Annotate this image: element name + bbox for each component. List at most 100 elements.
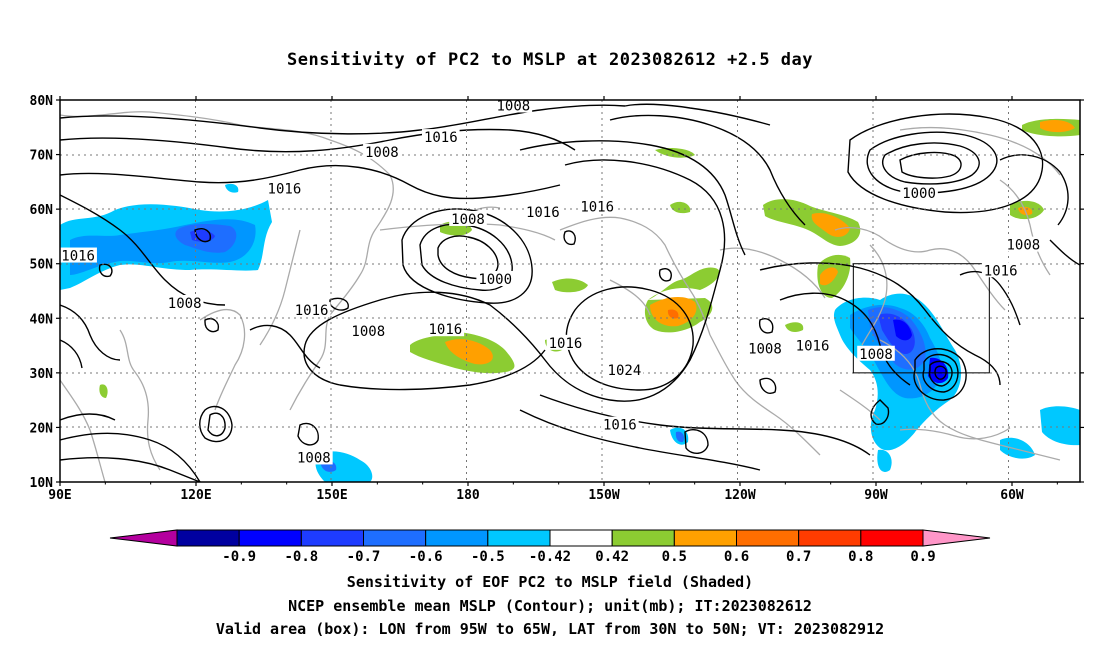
contour-label-bg [449, 210, 487, 226]
contour-label-bg [292, 302, 331, 318]
lon-label: 120W [724, 488, 755, 503]
colorbar-box [300, 529, 365, 547]
lat-label: 60N [30, 203, 54, 218]
contour-label-bg [793, 337, 832, 353]
contour-label: 1000 [478, 272, 512, 288]
contour-label-bg [605, 362, 644, 378]
contour-labels: 1008 1016 1016 1008 1000 1016 1008 1016 1016 1000… [59, 97, 1043, 466]
colorbar-box [798, 529, 862, 547]
caption-line-1: Sensitivity of EOF PC2 to MSLP field (Sh… [346, 573, 754, 591]
colorbar-tick-label: 0.5 [662, 549, 687, 565]
contour-label: 1008 [451, 212, 485, 228]
contour-label-bg [349, 322, 388, 338]
contour-label-bg [981, 262, 1020, 278]
contour-label: 1008 [859, 347, 893, 363]
colorbar-tick-label: -0.42 [529, 549, 571, 565]
lat-label: 20N [30, 421, 54, 436]
contour-label-bg [601, 416, 639, 432]
lon-label: 90E [48, 488, 71, 503]
contour-label: 1008 [351, 324, 385, 340]
contour-label: 1016 [549, 336, 583, 352]
contour-label: 1016 [424, 130, 458, 146]
colorbar-tick-label: 0.42 [595, 549, 629, 565]
contour-label-bg [546, 334, 585, 350]
valid-area-box [852, 263, 990, 374]
colorbar-tick-label: -0.5 [471, 549, 505, 565]
lon-label: 60W [1000, 488, 1024, 503]
colorbar-box [487, 529, 551, 547]
positive-region-hudson [763, 199, 861, 246]
contour-label: 1024 [608, 363, 642, 379]
lat-label: 80N [30, 94, 54, 109]
lat-label: 10N [30, 476, 54, 491]
contour-label-bg [476, 270, 514, 286]
colorbar-tick-label: 0.8 [848, 549, 873, 565]
contour-label: 1008 [1006, 238, 1040, 254]
lat-label: 50N [30, 258, 54, 273]
colorbar-tick-label: 0.7 [786, 549, 811, 565]
contour-label: 1000 [902, 186, 936, 202]
contour-label-bg [494, 97, 533, 113]
contour-label: 1016 [295, 303, 329, 319]
contour-label-bg [746, 340, 784, 356]
colorbar-box [611, 529, 675, 547]
contour-label: 1008 [748, 341, 782, 357]
colorbar-box [425, 529, 489, 547]
colorbar-box [549, 529, 613, 547]
contour-label: 1016 [526, 205, 560, 221]
contour-label: 1008 [496, 98, 530, 114]
colorbar-box [176, 529, 240, 547]
contour-label: 1016 [61, 249, 95, 265]
contour-label-bg [900, 184, 938, 200]
lon-label: 120E [180, 488, 211, 503]
contour-label-bg [426, 321, 465, 337]
contour-label-bg [363, 143, 401, 159]
lon-label: 150E [316, 488, 347, 503]
colorbar-tick-label: -0.8 [284, 549, 318, 565]
lat-label: 40N [30, 312, 54, 327]
contour-label: 1016 [984, 263, 1018, 279]
colorbar-tick-label: -0.7 [347, 549, 381, 565]
lon-label: 150W [588, 488, 619, 503]
contour-label: 1016 [796, 339, 830, 355]
plot-frame [59, 99, 1081, 483]
contour-label-bg [59, 247, 97, 263]
caption-line-3: Valid area (box): LON from 95W to 65W, L… [215, 620, 885, 638]
colorbar-box [673, 529, 737, 547]
lat-label: 70N [30, 149, 54, 164]
mslp-contours [60, 103, 1080, 482]
contour-label-bg [295, 449, 333, 465]
colorbar: -0.9 -0.8 -0.7 -0.6 -0.5 -0.42 0.42 0.5 0.6 0.7 0.… [109, 529, 991, 565]
lat-label: 30N [30, 367, 54, 382]
contour-label-bg [1004, 236, 1043, 252]
colorbar-tick-label: 0.9 [910, 549, 935, 565]
sensitivity-shading [60, 118, 1080, 482]
lon-label: 180 [456, 488, 480, 503]
colorbar-arrow-max [922, 529, 991, 547]
lon-label: 90W [864, 488, 888, 503]
contour-label-bg [857, 345, 895, 361]
contour-label: 1016 [268, 181, 302, 197]
coastlines [60, 111, 1061, 482]
contour-label-bg [524, 203, 562, 219]
contour-label: 1008 [168, 296, 202, 312]
colorbar-tick-label: -0.6 [409, 549, 443, 565]
caption-line-2: NCEP ensemble mean MSLP (Contour); unit(… [288, 597, 812, 615]
colorbar-box [736, 529, 800, 547]
colorbar-tick-label: 0.6 [724, 549, 749, 565]
contour-label-bg [165, 295, 204, 311]
colorbar-box [860, 529, 924, 547]
contour-label: 1016 [580, 199, 614, 215]
colorbar-tick-label: -0.9 [222, 549, 256, 565]
contour-label-bg [265, 180, 304, 196]
contour-label: 1016 [603, 418, 637, 434]
contour-label-bg [578, 198, 616, 214]
contour-label-bg [422, 129, 460, 145]
colorbar-arrow-min [109, 529, 178, 547]
map-title: Sensitivity of PC2 to MSLP at 2023082612… [286, 50, 813, 70]
contour-label: 1008 [365, 145, 399, 161]
colorbar-box [238, 529, 302, 547]
contour-label: 1016 [428, 322, 462, 338]
